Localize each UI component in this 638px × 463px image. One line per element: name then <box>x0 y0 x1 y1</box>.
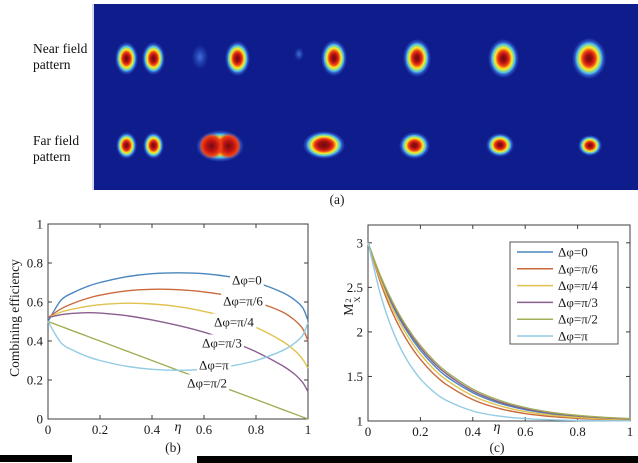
legend-entry: Δφ=0 <box>558 245 588 260</box>
chart-b-xlabel: η <box>174 420 182 435</box>
legend-entry: Δφ=π/6 <box>558 261 598 276</box>
y-tick-label: 0 <box>37 412 44 427</box>
caption-a: (a) <box>329 192 345 207</box>
series-Δφ=0 <box>47 272 309 322</box>
curve-label: Δφ=π/6 <box>223 294 263 309</box>
curve-label-bg <box>185 374 230 392</box>
series-Δφ=π <box>367 242 631 422</box>
beam-spot <box>403 39 431 77</box>
x-tick-label: 1 <box>627 424 634 439</box>
y-tick-label: 0.6 <box>27 295 44 310</box>
series-Δφ=π/4 <box>47 302 309 369</box>
combining-efficiency-chart: 0 0.2 0.4 0.6 0.8 1 0 0.2 0.4 0.6 0.8 1 Δφ=0 Δφ=π/6 Δφ… <box>27 217 312 438</box>
x-tick-label: 0.2 <box>92 422 108 437</box>
x-tick-label: 0.6 <box>196 422 213 437</box>
curve-label-bg <box>221 292 266 310</box>
beam-spot <box>224 40 250 76</box>
caption-b: (b) <box>165 440 181 455</box>
x-tick-label: 0.4 <box>465 424 482 439</box>
curve-label: Δφ=π/2 <box>187 375 227 390</box>
y-tick-label: 2.5 <box>347 280 363 295</box>
x-tick-label: 0 <box>45 422 52 437</box>
y-tick-label: 2 <box>357 324 364 339</box>
ghost-spot <box>293 46 305 62</box>
curve-label: Δφ=0 <box>232 272 262 287</box>
beam-spot <box>487 38 519 78</box>
beam-spot <box>141 41 165 75</box>
beam-spot <box>398 131 430 159</box>
plot-box <box>367 224 631 422</box>
y-tick-label: 0.8 <box>27 256 43 271</box>
chart-c-ylabel-base: M <box>341 303 356 316</box>
series-Δφ=π/4 <box>367 242 631 421</box>
series-Δφ=π/3 <box>47 311 309 393</box>
peanut-spot <box>196 130 244 162</box>
legend-entry: Δφ=π/2 <box>558 312 598 327</box>
caption-c: (c) <box>489 440 505 455</box>
redaction-bar-left <box>0 455 72 462</box>
series-Δφ=π <box>47 321 309 372</box>
legend-entry: Δφ=π/3 <box>558 295 598 310</box>
beam-spot <box>115 131 137 159</box>
beam-spot <box>142 131 164 159</box>
beam-spot <box>578 134 602 156</box>
x-tick-label: 0.6 <box>517 424 534 439</box>
legend-box <box>509 241 619 345</box>
x-tick-label: 0.8 <box>569 424 585 439</box>
beam-quality-chart: 0 0.2 0.4 0.6 0.8 1 1 1.5 2 2.5 3 Δφ=0Δφ=π/6 Δφ=π/4 Δ… <box>347 224 634 439</box>
x-tick-label: 0.4 <box>144 422 161 437</box>
chart-c-xlabel: η <box>493 420 501 435</box>
x-tick-label: 1 <box>305 422 312 437</box>
wide-spot <box>303 131 345 159</box>
x-tick-label: 0.8 <box>248 422 264 437</box>
curve-label: Δφ=π/4 <box>214 315 254 330</box>
y-tick-label: 3 <box>357 235 364 250</box>
x-tick-label: 0.2 <box>412 424 428 439</box>
y-tick-label: 1.5 <box>347 369 363 384</box>
near-field-label: Near field pattern <box>33 41 88 72</box>
curve-label: Δφ=π <box>199 357 229 372</box>
curve-label-bg <box>200 334 244 352</box>
curve-label-bg <box>211 313 257 331</box>
curve-label-bg <box>230 271 264 289</box>
series-Δφ=π/6 <box>367 242 631 421</box>
series-Δφ=π/2 <box>367 242 631 420</box>
y-tick-label: 0.2 <box>27 373 43 388</box>
x-tick-label: 0 <box>365 424 372 439</box>
legend-entry: Δφ=π/4 <box>558 278 598 293</box>
series-Δφ=π/6 <box>47 288 309 342</box>
chart-b-ylabel: Combining efficiency <box>7 259 22 377</box>
y-tick-label: 1 <box>357 414 364 429</box>
near-far-field-panel <box>92 4 638 190</box>
plot-box <box>47 223 309 420</box>
beam-spot <box>114 41 138 75</box>
y-tick-label: 1 <box>37 217 44 232</box>
chart-c-ylabel-sub: X <box>351 296 362 303</box>
legend-entry: Δφ=π <box>558 329 588 344</box>
beam-spot <box>572 37 606 79</box>
curve-label-bg <box>196 356 232 374</box>
far-field-label: Far field pattern <box>33 133 80 164</box>
curve-label: Δφ=π/3 <box>202 335 242 350</box>
ghost-spot <box>190 42 210 72</box>
beam-spot <box>321 40 347 76</box>
beam-spot <box>486 133 514 157</box>
y-tick-label: 0.4 <box>27 334 44 349</box>
redaction-bar-right <box>197 456 638 463</box>
